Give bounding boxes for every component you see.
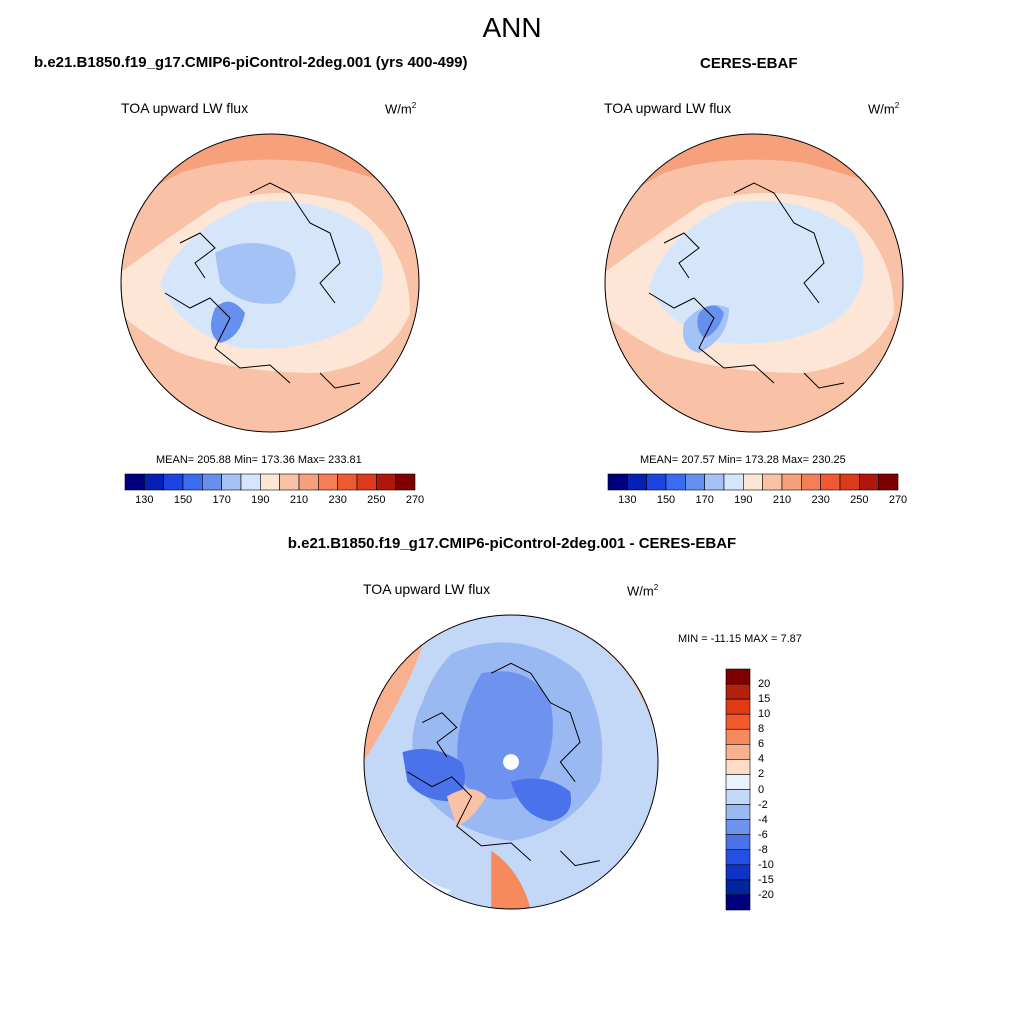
colorbar-swatch bbox=[820, 473, 841, 491]
colorbar-swatch bbox=[627, 473, 647, 491]
colorbar-swatch bbox=[725, 789, 751, 805]
panel3-colorbar-ticks: 20 15 10 8 6 4 2 0 -2 -4 -6 -8 -10 -15 -20 bbox=[758, 669, 798, 910]
colorbar-tick-label: 10 bbox=[758, 708, 771, 721]
colorbar-swatch bbox=[878, 473, 899, 491]
colorbar-tick-label: 0 bbox=[758, 783, 765, 796]
colorbar-tick-label: 210 bbox=[289, 494, 309, 506]
colorbar-swatch bbox=[240, 473, 261, 491]
panel2-stats: MEAN= 207.57 Min= 173.28 Max= 230.25 bbox=[640, 454, 846, 466]
colorbar-swatch bbox=[801, 473, 821, 491]
colorbar-swatch bbox=[725, 819, 751, 835]
colorbar-tick-label: 250 bbox=[850, 494, 869, 506]
colorbar-swatch bbox=[144, 473, 164, 491]
panel1-colorbar bbox=[124, 473, 416, 491]
colorbar-swatch bbox=[725, 698, 751, 715]
colorbar-swatch bbox=[725, 804, 751, 820]
colorbar-swatch bbox=[163, 473, 184, 491]
colorbar-swatch bbox=[725, 774, 751, 790]
colorbar-tick-label: -6 bbox=[758, 828, 768, 841]
colorbar-swatch bbox=[725, 713, 751, 730]
colorbar-swatch bbox=[839, 473, 860, 491]
colorbar-swatch bbox=[318, 473, 338, 491]
colorbar-swatch bbox=[725, 894, 751, 911]
colorbar-swatch bbox=[279, 473, 300, 491]
panel1-case-title: b.e21.B1850.f19_g17.CMIP6-piControl-2deg… bbox=[34, 54, 468, 71]
panel3-case-title: b.e21.B1850.f19_g17.CMIP6-piControl-2deg… bbox=[287, 535, 737, 552]
panel2-colorbar bbox=[607, 473, 899, 491]
colorbar-tick-label: 250 bbox=[367, 494, 386, 506]
colorbar-tick-label: 170 bbox=[212, 494, 231, 506]
panel1-variable-label: TOA upward LW flux bbox=[121, 100, 249, 116]
colorbar-swatch bbox=[704, 473, 725, 491]
colorbar-swatch bbox=[221, 473, 242, 491]
panel1-polar-map bbox=[120, 133, 420, 433]
colorbar-tick-label: -2 bbox=[758, 798, 768, 811]
colorbar-tick-label: -10 bbox=[758, 858, 774, 871]
colorbar-tick-label: 150 bbox=[656, 494, 676, 506]
colorbar-swatch bbox=[202, 473, 222, 491]
colorbar-tick-label: 4 bbox=[758, 753, 765, 766]
panel2-colorbar-ticks: 130 150 170 190 210 230 250 270 bbox=[608, 494, 907, 508]
colorbar-swatch bbox=[356, 473, 377, 491]
panel3-units: W/m2 bbox=[627, 583, 659, 599]
colorbar-tick-label: 150 bbox=[173, 494, 193, 506]
colorbar-tick-label: 130 bbox=[618, 494, 637, 506]
colorbar-tick-label: 6 bbox=[758, 738, 765, 751]
colorbar-swatch bbox=[725, 849, 751, 866]
colorbar-swatch bbox=[743, 473, 763, 491]
colorbar-tick-label: 20 bbox=[758, 678, 771, 691]
panel3-colorbar bbox=[725, 668, 751, 911]
colorbar-swatch bbox=[298, 473, 319, 491]
panel1-stats: MEAN= 205.88 Min= 173.36 Max= 233.81 bbox=[156, 454, 362, 466]
colorbar-tick-label: 170 bbox=[695, 494, 714, 506]
colorbar-swatch bbox=[725, 683, 751, 700]
colorbar-swatch bbox=[685, 473, 705, 491]
colorbar-tick-label: -4 bbox=[758, 813, 768, 826]
colorbar-tick-label: 230 bbox=[811, 494, 830, 506]
colorbar-swatch bbox=[260, 473, 280, 491]
colorbar-swatch bbox=[124, 473, 145, 491]
colorbar-tick-label: 270 bbox=[888, 494, 908, 506]
colorbar-swatch bbox=[781, 473, 802, 491]
colorbar-tick-label: -8 bbox=[758, 843, 768, 856]
colorbar-tick-label: 15 bbox=[758, 693, 771, 706]
colorbar-tick-label: 130 bbox=[135, 494, 154, 506]
panel3-stats: MIN = -11.15 MAX = 7.87 bbox=[678, 633, 802, 645]
colorbar-tick-label: 270 bbox=[405, 494, 425, 506]
colorbar-tick-label: 190 bbox=[734, 494, 753, 506]
colorbar-swatch bbox=[337, 473, 358, 491]
panel1-units: W/m2 bbox=[385, 101, 417, 117]
colorbar-tick-label: 230 bbox=[328, 494, 347, 506]
colorbar-swatch bbox=[665, 473, 686, 491]
colorbar-tick-label: 2 bbox=[758, 768, 765, 781]
colorbar-swatch bbox=[725, 879, 751, 896]
colorbar-swatch bbox=[395, 473, 416, 491]
colorbar-swatch bbox=[607, 473, 628, 491]
panel2-units: W/m2 bbox=[868, 101, 900, 117]
colorbar-tick-label: 8 bbox=[758, 723, 765, 736]
colorbar-swatch bbox=[725, 744, 751, 760]
figure-title: ANN bbox=[482, 12, 542, 43]
colorbar-tick-label: 190 bbox=[251, 494, 270, 506]
colorbar-tick-label: -15 bbox=[758, 873, 774, 886]
colorbar-swatch bbox=[725, 864, 751, 881]
panel2-variable-label: TOA upward LW flux bbox=[604, 100, 732, 116]
colorbar-swatch bbox=[376, 473, 396, 491]
colorbar-swatch bbox=[723, 473, 744, 491]
panel2-case-title: CERES-EBAF bbox=[700, 55, 798, 72]
panel3-polar-map bbox=[363, 614, 659, 910]
colorbar-swatch bbox=[182, 473, 203, 491]
colorbar-swatch bbox=[725, 759, 751, 775]
colorbar-swatch bbox=[725, 728, 751, 745]
colorbar-swatch bbox=[725, 834, 751, 851]
colorbar-swatch bbox=[646, 473, 667, 491]
colorbar-swatch bbox=[762, 473, 783, 491]
colorbar-swatch bbox=[725, 668, 751, 685]
colorbar-swatch bbox=[859, 473, 879, 491]
panel3-variable-label: TOA upward LW flux bbox=[363, 581, 491, 597]
colorbar-tick-label: 210 bbox=[772, 494, 792, 506]
panel1-colorbar-ticks: 130 150 170 190 210 230 250 270 bbox=[125, 494, 424, 508]
colorbar-tick-label: -20 bbox=[758, 888, 774, 901]
panel2-polar-map bbox=[604, 133, 904, 433]
